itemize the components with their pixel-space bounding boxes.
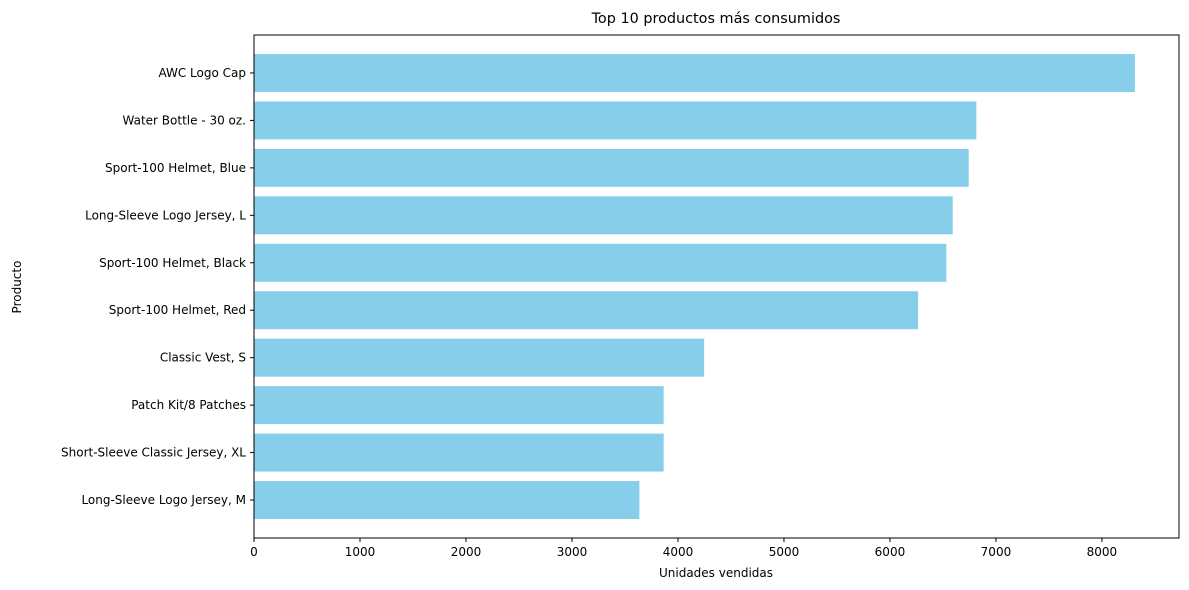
y-category-label-7: Patch Kit/8 Patches <box>131 398 246 412</box>
plot-frame <box>253 34 1180 539</box>
x-tick-label-6: 6000 <box>875 545 906 559</box>
y-category-labels: AWC Logo Cap Water Bottle - 30 oz. Sport-1… <box>61 66 254 507</box>
bar-2 <box>254 148 969 187</box>
y-category-label-5: Sport-100 Helmet, Red <box>109 303 246 317</box>
bar-8 <box>254 433 664 472</box>
y-category-label-6: Classic Vest, S <box>160 351 246 365</box>
y-category-label-1: Water Bottle - 30 oz. <box>123 113 247 127</box>
y-category-label-2: Sport-100 Helmet, Blue <box>105 161 246 175</box>
x-tick-label-8: 8000 <box>1087 545 1118 559</box>
bar-9 <box>254 481 640 520</box>
x-tick-label-3: 3000 <box>557 545 588 559</box>
y-category-label-8: Short-Sleeve Classic Jersey, XL <box>61 446 246 460</box>
x-axis-ticks: 0 1000 2000 3000 4000 5000 6000 7000 8000 <box>250 538 1117 559</box>
y-category-label-9: Long-Sleeve Logo Jersey, M <box>81 493 246 507</box>
bar-5 <box>254 291 919 330</box>
bar-1 <box>254 101 977 140</box>
bar-6 <box>254 338 705 377</box>
x-tick-label-1: 1000 <box>345 545 376 559</box>
y-category-label-0: AWC Logo Cap <box>158 66 246 80</box>
x-tick-label-0: 0 <box>250 545 258 559</box>
y-axis-title: Producto <box>10 261 24 314</box>
x-axis-title: Unidades vendidas <box>659 566 773 580</box>
chart-title: Top 10 productos más consumidos <box>591 11 841 27</box>
bar-3 <box>254 196 953 235</box>
bar-4 <box>254 243 947 282</box>
x-tick-label-2: 2000 <box>451 545 482 559</box>
bar-7 <box>254 386 664 425</box>
y-category-label-4: Sport-100 Helmet, Black <box>99 256 246 270</box>
x-tick-label-7: 7000 <box>981 545 1012 559</box>
x-tick-label-4: 4000 <box>663 545 694 559</box>
x-tick-label-5: 5000 <box>769 545 800 559</box>
bar-0 <box>254 53 1135 92</box>
y-category-label-3: Long-Sleeve Logo Jersey, L <box>85 208 246 222</box>
bars-group <box>254 53 1135 520</box>
